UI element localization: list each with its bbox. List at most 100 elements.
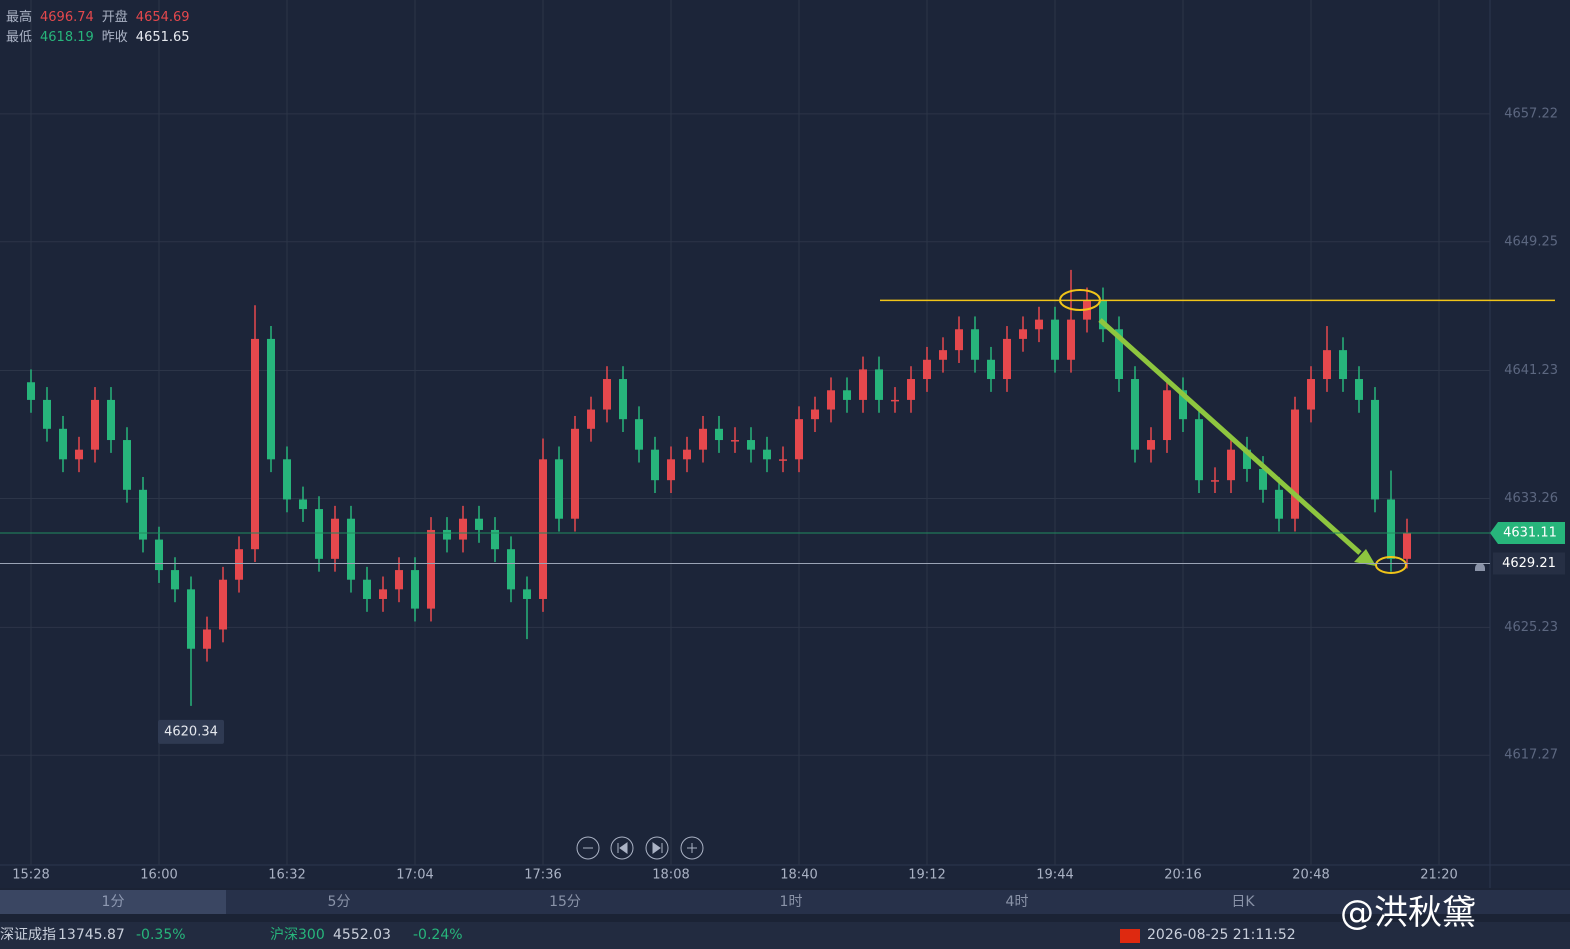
- candle-body: [667, 459, 675, 481]
- index-name: 沪深300: [270, 927, 325, 943]
- candle-body: [187, 589, 195, 649]
- candle-body: [75, 449, 83, 460]
- label: 昨收: [101, 30, 128, 45]
- x-tick-label: 17:36: [524, 868, 561, 883]
- candle-body: [331, 518, 339, 559]
- index-price: 13745.87: [58, 927, 125, 943]
- candle-body: [1003, 338, 1011, 380]
- x-tick-label: 19:44: [1036, 868, 1073, 883]
- value: 4654.69: [135, 10, 190, 25]
- candle-body: [395, 570, 403, 590]
- scroll-end[interactable]: [645, 836, 669, 860]
- candle-body: [651, 449, 659, 481]
- candle-body: [1371, 399, 1379, 500]
- candle-body: [891, 399, 899, 402]
- y-tick-label: 4641.23: [1504, 363, 1558, 378]
- candle-body: [1403, 533, 1411, 559]
- y-tick-label: 4625.23: [1504, 620, 1558, 635]
- candle-body: [763, 449, 771, 460]
- candle-body: [411, 570, 419, 609]
- candle-body: [235, 549, 243, 580]
- candle-body: [1035, 319, 1043, 330]
- candle-body: [139, 489, 147, 540]
- candle-body: [683, 449, 691, 460]
- candle-body: [1259, 468, 1267, 490]
- stats-row: 最高 4696.74 开盘 4654.69: [6, 6, 198, 25]
- y-tick-label: 4617.27: [1504, 748, 1558, 763]
- candle-body: [971, 329, 979, 360]
- candle-body: [1339, 350, 1347, 380]
- timeframe-tab[interactable]: 1时: [779, 894, 803, 910]
- x-tick-label: 16:00: [140, 868, 177, 883]
- flag: [1120, 929, 1140, 943]
- candle-body: [619, 379, 627, 420]
- last-price-label: 4631.11: [1503, 525, 1557, 540]
- candle-body: [27, 382, 35, 400]
- datetime: 2026-08-25 21:11:52: [1147, 927, 1296, 943]
- candle-body: [1179, 390, 1187, 420]
- alert-bell[interactable]: [1475, 563, 1485, 571]
- y-tick-label: 4649.25: [1504, 234, 1558, 249]
- candle-body: [1243, 449, 1251, 469]
- candle-body: [299, 499, 307, 510]
- timeframe-tab[interactable]: 5分: [327, 894, 351, 910]
- candle-body: [1163, 390, 1171, 441]
- label: 最低: [6, 30, 33, 45]
- candle-body: [251, 338, 259, 550]
- timeframe-tab[interactable]: 15分: [549, 894, 581, 910]
- label: 开盘: [101, 10, 128, 25]
- candle-body: [875, 369, 883, 400]
- timeframe-tab[interactable]: 日K: [1231, 894, 1255, 910]
- x-tick-label: 16:32: [268, 868, 305, 883]
- candle-body: [955, 329, 963, 351]
- candle-body: [91, 399, 99, 450]
- candle-body: [1387, 499, 1395, 559]
- scroll-start[interactable]: [610, 836, 634, 860]
- candle-body: [1131, 379, 1139, 450]
- icon: [687, 843, 697, 853]
- candle-body: [731, 440, 739, 442]
- candle-body: [523, 589, 531, 599]
- x-tick-label: 18:40: [780, 868, 817, 883]
- candle-body: [843, 390, 851, 400]
- candle-body: [587, 409, 595, 429]
- candle-body: [1019, 329, 1027, 339]
- index-name: 深证成指: [0, 927, 56, 943]
- candle-body: [1115, 329, 1123, 380]
- candle-body: [1275, 489, 1283, 519]
- candle-body: [155, 539, 163, 571]
- candle-body: [203, 629, 211, 649]
- zoom-out[interactable]: [576, 836, 600, 860]
- candle-body: [907, 379, 915, 400]
- candle-body: [1323, 350, 1331, 380]
- candle-body: [987, 359, 995, 380]
- zoom-in[interactable]: [680, 836, 704, 860]
- candle-body: [1307, 379, 1315, 410]
- candle-body: [267, 338, 275, 460]
- index-change: -0.24%: [413, 927, 463, 943]
- candle-body: [379, 589, 387, 599]
- arrow-head: [1354, 549, 1376, 566]
- candle-body: [219, 579, 227, 630]
- candle-body: [427, 529, 435, 609]
- y-tick-label: 4633.26: [1504, 491, 1558, 506]
- x-tick-label: 20:16: [1164, 868, 1201, 883]
- candle-body: [1147, 440, 1155, 450]
- x-tick-label: 21:20: [1420, 868, 1457, 883]
- value: 4696.74: [40, 10, 94, 25]
- timeframe-tab[interactable]: 1分: [0, 890, 226, 914]
- x-tick-label: 15:28: [12, 868, 49, 883]
- timeframe-tab[interactable]: 4时: [1005, 894, 1029, 910]
- min-label: 4620.34: [164, 724, 218, 739]
- watermark: @洪秋黛: [1340, 893, 1476, 933]
- index-change: -0.35%: [136, 927, 186, 943]
- zoom-controls[interactable]: [576, 836, 704, 860]
- candle-body: [571, 428, 579, 519]
- candle-body: [555, 459, 563, 519]
- trend-arrow: [1098, 318, 1362, 555]
- annotations: [1059, 289, 1407, 574]
- stats-row: 最低 4618.19 昨收 4651.65: [6, 26, 198, 45]
- crosshair-tag: [1493, 552, 1565, 575]
- candle-body: [107, 399, 115, 441]
- candle-body: [827, 390, 835, 410]
